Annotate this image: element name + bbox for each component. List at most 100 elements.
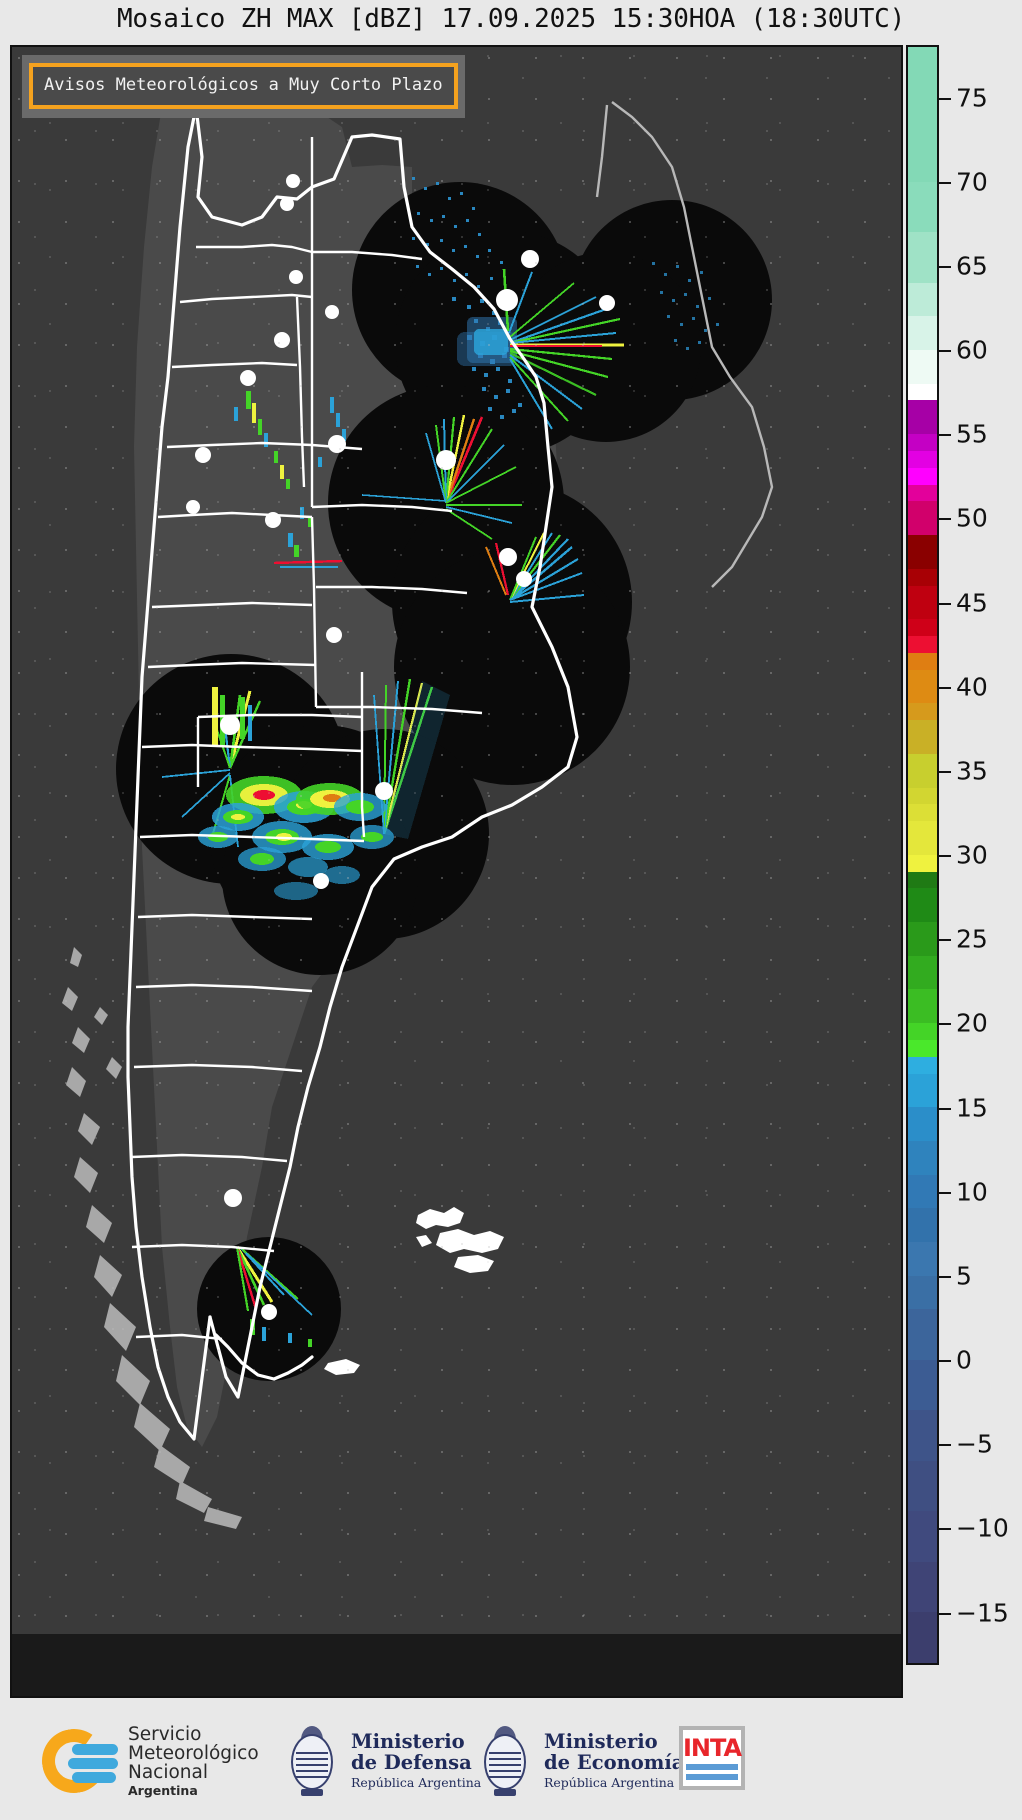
colorbar-tick-label: −10 bbox=[956, 1513, 1009, 1543]
colorbar-tick-label: −5 bbox=[956, 1429, 993, 1459]
colorbar-segment bbox=[908, 804, 937, 822]
colorbar-tick-label: 40 bbox=[956, 672, 988, 702]
argentina-shield-icon bbox=[285, 1724, 339, 1796]
colorbar-segment bbox=[908, 467, 937, 485]
argentina-shield-icon-2 bbox=[478, 1724, 532, 1796]
defensa-title-2: de Defensa bbox=[351, 1750, 472, 1774]
colorbar-tick bbox=[939, 97, 951, 100]
colorbar-segment bbox=[908, 720, 937, 754]
colorbar-segment bbox=[908, 131, 937, 182]
colorbar-tick bbox=[939, 350, 951, 352]
colorbar-segment bbox=[908, 1309, 937, 1360]
defensa-sub: República Argentina bbox=[351, 1774, 482, 1790]
colorbar-segment bbox=[908, 753, 937, 788]
colorbar-segment bbox=[908, 1275, 937, 1310]
colorbar-tick-label: 45 bbox=[956, 588, 988, 617]
inta-wordmark: INTA bbox=[682, 1734, 742, 1762]
inta-stripe-2 bbox=[686, 1774, 738, 1780]
colorbar-tick bbox=[939, 1612, 951, 1615]
colorbar-segment bbox=[908, 383, 937, 401]
colorbar-segment bbox=[908, 636, 937, 653]
colorbar-tick-label: −15 bbox=[956, 1598, 1009, 1627]
colorbar-segment bbox=[908, 1612, 937, 1663]
smn-wave-icon-1 bbox=[72, 1744, 118, 1755]
colorbar-tick-label: 20 bbox=[956, 1008, 988, 1038]
warning-line-1: Avisos Meteorológicos bbox=[44, 75, 259, 95]
colorbar-segment bbox=[908, 1460, 937, 1512]
colorbar-segment bbox=[908, 1174, 937, 1209]
colorbar-segment bbox=[908, 1056, 937, 1074]
colorbar-segment bbox=[908, 1241, 937, 1276]
smn-wave-icon-2 bbox=[68, 1758, 118, 1769]
colorbar-segment bbox=[908, 1208, 937, 1242]
smn-logo-text: Servicio Meteorológico Nacional Argentin… bbox=[128, 1723, 259, 1797]
colorbar-segment bbox=[908, 669, 937, 704]
colorbar-segment bbox=[908, 1140, 937, 1175]
colorbar-segment bbox=[908, 888, 937, 923]
colorbar-tick bbox=[939, 265, 951, 268]
colorbar-tick-label: 10 bbox=[956, 1177, 988, 1207]
colorbar-tick bbox=[939, 1023, 951, 1026]
colorbar-segment bbox=[908, 316, 937, 350]
colorbar-tick bbox=[939, 939, 951, 942]
colorbar-segment bbox=[908, 535, 937, 569]
warning-box-inner: Avisos Meteorológicos a Muy Corto Plazo bbox=[29, 63, 458, 109]
colorbar-tick bbox=[939, 1528, 951, 1531]
shield-base-icon-2 bbox=[494, 1789, 516, 1796]
footer-logos: Servicio Meteorológico Nacional Argentin… bbox=[0, 1702, 1022, 1820]
colorbar-segment bbox=[908, 1410, 937, 1461]
warning-box[interactable]: Avisos Meteorológicos a Muy Corto Plazo bbox=[22, 55, 465, 118]
colorbar-tick bbox=[939, 770, 951, 773]
colorbar-segment bbox=[908, 1561, 937, 1613]
logo-inta: INTA bbox=[679, 1726, 745, 1790]
page-title: Mosaico ZH MAX [dBZ] 17.09.2025 15:30HOA… bbox=[116, 4, 906, 34]
economia-text: Ministerio de Economía República Argenti… bbox=[544, 1731, 684, 1790]
inta-box: INTA bbox=[679, 1726, 745, 1790]
colorbar-segment bbox=[908, 568, 937, 586]
colorbar-segment bbox=[908, 854, 937, 872]
colorbar: 75 70 65 60 55 50 45 40 35 30 25 20 15 10 5 0 −5 −10 −15 bbox=[906, 45, 1016, 1665]
colorbar-segment bbox=[908, 501, 937, 536]
warning-line-2: a Muy Corto Plazo bbox=[268, 75, 443, 95]
logo-smn: Servicio Meteorológico Nacional Argentin… bbox=[36, 1723, 259, 1799]
colorbar-segment bbox=[908, 400, 937, 435]
colorbar-tick-label: 25 bbox=[956, 924, 988, 954]
colorbar-segment bbox=[908, 652, 937, 670]
smn-logo-icon bbox=[36, 1723, 118, 1799]
colorbar-segment bbox=[908, 434, 937, 451]
colorbar-segment bbox=[908, 232, 937, 283]
shield-base-icon bbox=[301, 1789, 323, 1796]
colorbar-tick-label: 65 bbox=[956, 251, 988, 281]
radar-map-panel[interactable]: Avisos Meteorológicos a Muy Corto Plazo bbox=[10, 45, 903, 1698]
smn-line-2: Meteorológico bbox=[128, 1742, 259, 1764]
colorbar-segment bbox=[908, 619, 937, 637]
colorbar-segment bbox=[908, 703, 937, 721]
colorbar-segment bbox=[908, 349, 937, 384]
colorbar-tick-label: 70 bbox=[956, 167, 988, 197]
colorbar-segment bbox=[908, 585, 937, 620]
shield-oval-icon bbox=[291, 1734, 333, 1790]
smn-line-1: Servicio bbox=[128, 1723, 202, 1745]
map-vector-layer bbox=[62, 99, 774, 1529]
colorbar-segment bbox=[908, 871, 937, 889]
colorbar-segment bbox=[908, 1023, 937, 1040]
colorbar-tick bbox=[939, 1191, 951, 1194]
economia-title-1: Ministerio bbox=[544, 1729, 658, 1753]
colorbar-tick bbox=[939, 1275, 951, 1278]
logo-ministerio-economia: Ministerio de Economía República Argenti… bbox=[478, 1724, 684, 1796]
malvinas-islands bbox=[416, 1207, 504, 1273]
logo-ministerio-defensa: Ministerio de Defensa República Argentin… bbox=[285, 1724, 481, 1796]
colorbar-tick-label: 50 bbox=[956, 503, 988, 533]
colorbar-tick bbox=[939, 181, 951, 184]
colorbar-segment bbox=[908, 787, 937, 805]
shield-oval-icon-2 bbox=[484, 1734, 526, 1790]
colorbar-tick-label: 35 bbox=[956, 756, 988, 786]
smn-line-3: Nacional bbox=[128, 1762, 209, 1784]
colorbar-segment bbox=[908, 282, 937, 317]
colorbar-tick bbox=[939, 602, 951, 605]
colorbar-tick-label: 60 bbox=[956, 335, 988, 365]
colorbar-segment bbox=[908, 955, 937, 990]
colorbar-segment bbox=[908, 1039, 937, 1057]
colorbar-tick bbox=[939, 686, 951, 689]
